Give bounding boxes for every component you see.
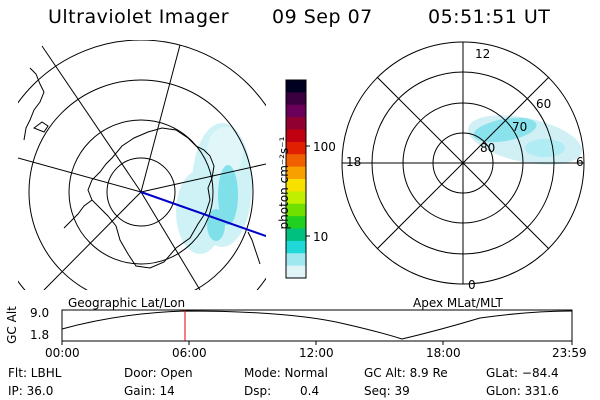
ip-info: IP: 36.0 [8, 384, 54, 398]
altitude-tick-high: 9.0 [30, 306, 50, 320]
colorbar-tick-100: 100 [313, 140, 336, 154]
mlt-label-18: 18 [346, 155, 362, 169]
colorbar-cell [286, 117, 306, 131]
glat-info: GLat: −84.4 [486, 366, 559, 380]
colorbar-cell [286, 228, 306, 242]
x-ticks [61, 341, 573, 345]
mode-info: Mode: Normal [244, 366, 328, 380]
geographic-panel-label: Geographic Lat/Lon [68, 296, 186, 310]
colorbar-cell [286, 191, 306, 205]
altitude-plot [61, 309, 573, 345]
time-tick-1800: 18:00 [426, 346, 461, 360]
antarctic-peninsula [63, 199, 93, 229]
colorbar-cell [286, 203, 306, 217]
colorbar-cell [286, 253, 306, 267]
longitude-meridians [18, 44, 266, 290]
latitude-circles [18, 40, 266, 290]
colorbar-cell [286, 216, 306, 230]
filter-info: Flt: LBHL [8, 366, 62, 380]
mlt-label-12: 12 [475, 47, 491, 61]
gain-info: Gain: 14 [124, 384, 175, 398]
colorbar-cell [286, 240, 306, 254]
africa-coastline [247, 231, 261, 265]
sequence-info: Seq: 39 [364, 384, 410, 398]
colorbar-cell [286, 80, 306, 93]
mlat-label-80: 80 [480, 141, 496, 155]
colorbar-cell [286, 104, 306, 118]
colorbar-cell [286, 265, 306, 279]
altitude-curve [61, 310, 573, 340]
time-tick-0000: 00:00 [45, 346, 80, 360]
magnetic-map [341, 41, 585, 285]
time-tick-1200: 12:00 [299, 346, 334, 360]
colorbar-cell [286, 141, 306, 155]
time-tick-2359: 23:59 [552, 346, 587, 360]
mlt-lines [342, 42, 584, 284]
mlat-label-70: 70 [512, 120, 528, 134]
altitude-axis-label: GC Alt [5, 306, 19, 344]
south-america-coastline [23, 67, 45, 141]
date-label: 09 Sep 07 [272, 6, 373, 28]
door-info: Door: Open [124, 366, 193, 380]
mlt-label-6: 6 [576, 155, 584, 169]
colorbar-cell [286, 154, 306, 168]
colorbar-cell [286, 92, 306, 106]
time-label: 05:51:51 UT [428, 6, 551, 28]
time-tick-0600: 06:00 [172, 346, 207, 360]
instrument-title: Ultraviolet Imager [48, 6, 230, 28]
mlt-label-0: 0 [468, 278, 476, 292]
glon-info: GLon: 331.6 [486, 384, 559, 398]
altitude-tick-low: 1.8 [30, 328, 50, 342]
south-america-islands [32, 121, 49, 133]
magnetic-panel-label: Apex MLat/MLT [413, 296, 503, 310]
antarctica-coastline [87, 127, 215, 269]
colorbar-cell [286, 166, 306, 180]
colorbar-cell [286, 179, 306, 192]
dsp-label: Dsp: [244, 384, 272, 398]
colorbar-unit-label: photon cm⁻²s⁻¹ [277, 136, 291, 230]
colorbar [285, 79, 310, 279]
satellite-track [140, 191, 266, 237]
colorbar-cell [286, 129, 306, 143]
colorbar-tick-10: 10 [313, 230, 329, 244]
mlat-label-60: 60 [536, 97, 552, 111]
dsp-value: 0.4 [300, 384, 320, 398]
geographic-map [18, 40, 266, 290]
gc-alt-info: GC Alt: 8.9 Re [364, 366, 448, 380]
